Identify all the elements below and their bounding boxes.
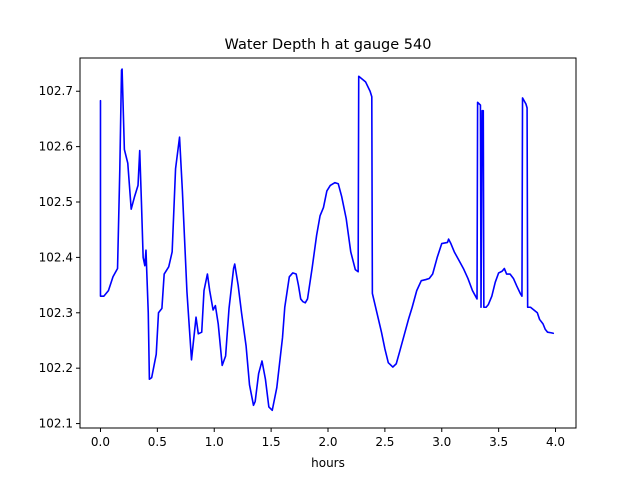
series-line — [99, 68, 555, 412]
chart-title: Water Depth h at gauge 540 — [225, 37, 432, 53]
x-tick-label: 2.5 — [375, 435, 394, 449]
plot-area — [79, 57, 577, 429]
x-tick-label: 0.0 — [91, 435, 110, 449]
x-tick-label: 1.5 — [262, 435, 281, 449]
y-tick-label: 102.7 — [39, 84, 73, 98]
x-tick-label: 3.5 — [489, 435, 508, 449]
y-tick-label: 102.4 — [39, 250, 73, 264]
plot-background — [80, 58, 576, 428]
x-tick-label: 0.5 — [148, 435, 167, 449]
x-tick-label: 1.0 — [205, 435, 224, 449]
y-tick-label: 102.3 — [39, 306, 73, 320]
y-tick-label: 102.2 — [39, 361, 73, 375]
y-tick-label: 102.5 — [39, 195, 73, 209]
x-tick-label: 4.0 — [546, 435, 565, 449]
x-tick-label: 2.0 — [318, 435, 337, 449]
y-tick-label: 102.1 — [39, 417, 73, 431]
y-axis: 102.1 102.2 102.3 102.4 102.5 102.6 102.7 — [39, 84, 80, 431]
x-axis: 0.0 0.5 1.0 1.5 2.0 2.5 3.0 3.5 4.0 — [91, 428, 565, 449]
y-tick-label: 102.6 — [39, 140, 73, 154]
x-axis-label: hours — [311, 456, 345, 470]
x-tick-label: 3.0 — [432, 435, 451, 449]
